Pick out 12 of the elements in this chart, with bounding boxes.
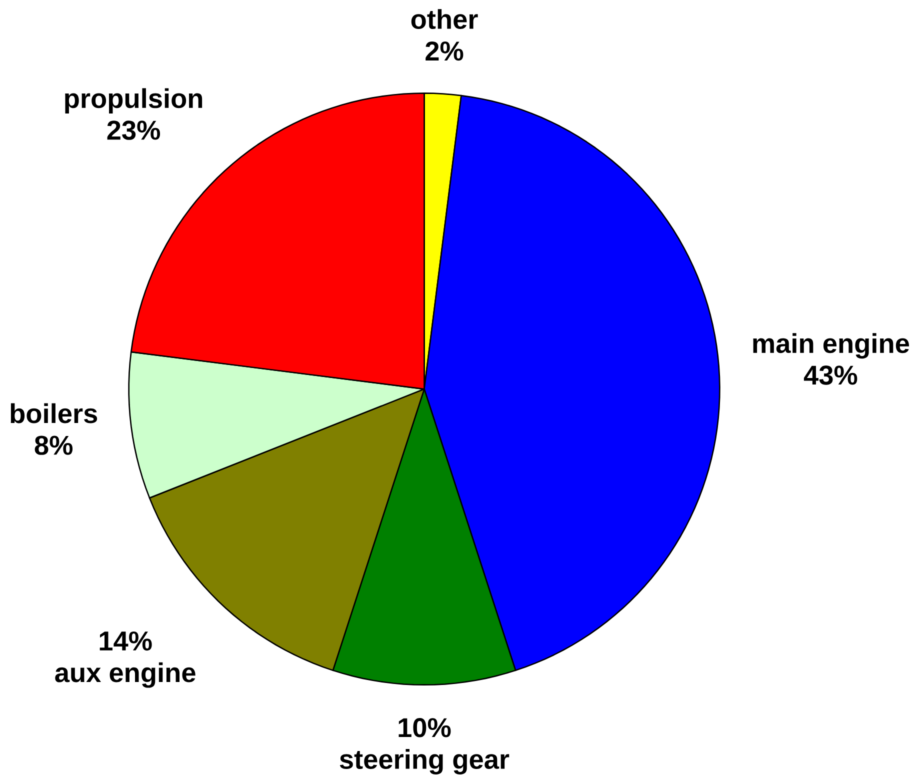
slice-label: boilers bbox=[10, 404, 98, 424]
slice-label: main engine bbox=[753, 333, 910, 359]
data-label: 14% bbox=[100, 632, 152, 651]
data-label: 8% bbox=[34, 436, 73, 456]
slice-label: propulsion bbox=[65, 88, 202, 114]
data-label: 43% bbox=[804, 366, 858, 386]
slice-label: steering gear bbox=[340, 749, 510, 775]
data-label: 2% bbox=[426, 42, 464, 61]
slice-label: other bbox=[411, 9, 478, 30]
data-label: 23% bbox=[107, 120, 160, 140]
data-label: 10% bbox=[398, 718, 451, 738]
slice-label: aux engine bbox=[55, 662, 196, 688]
